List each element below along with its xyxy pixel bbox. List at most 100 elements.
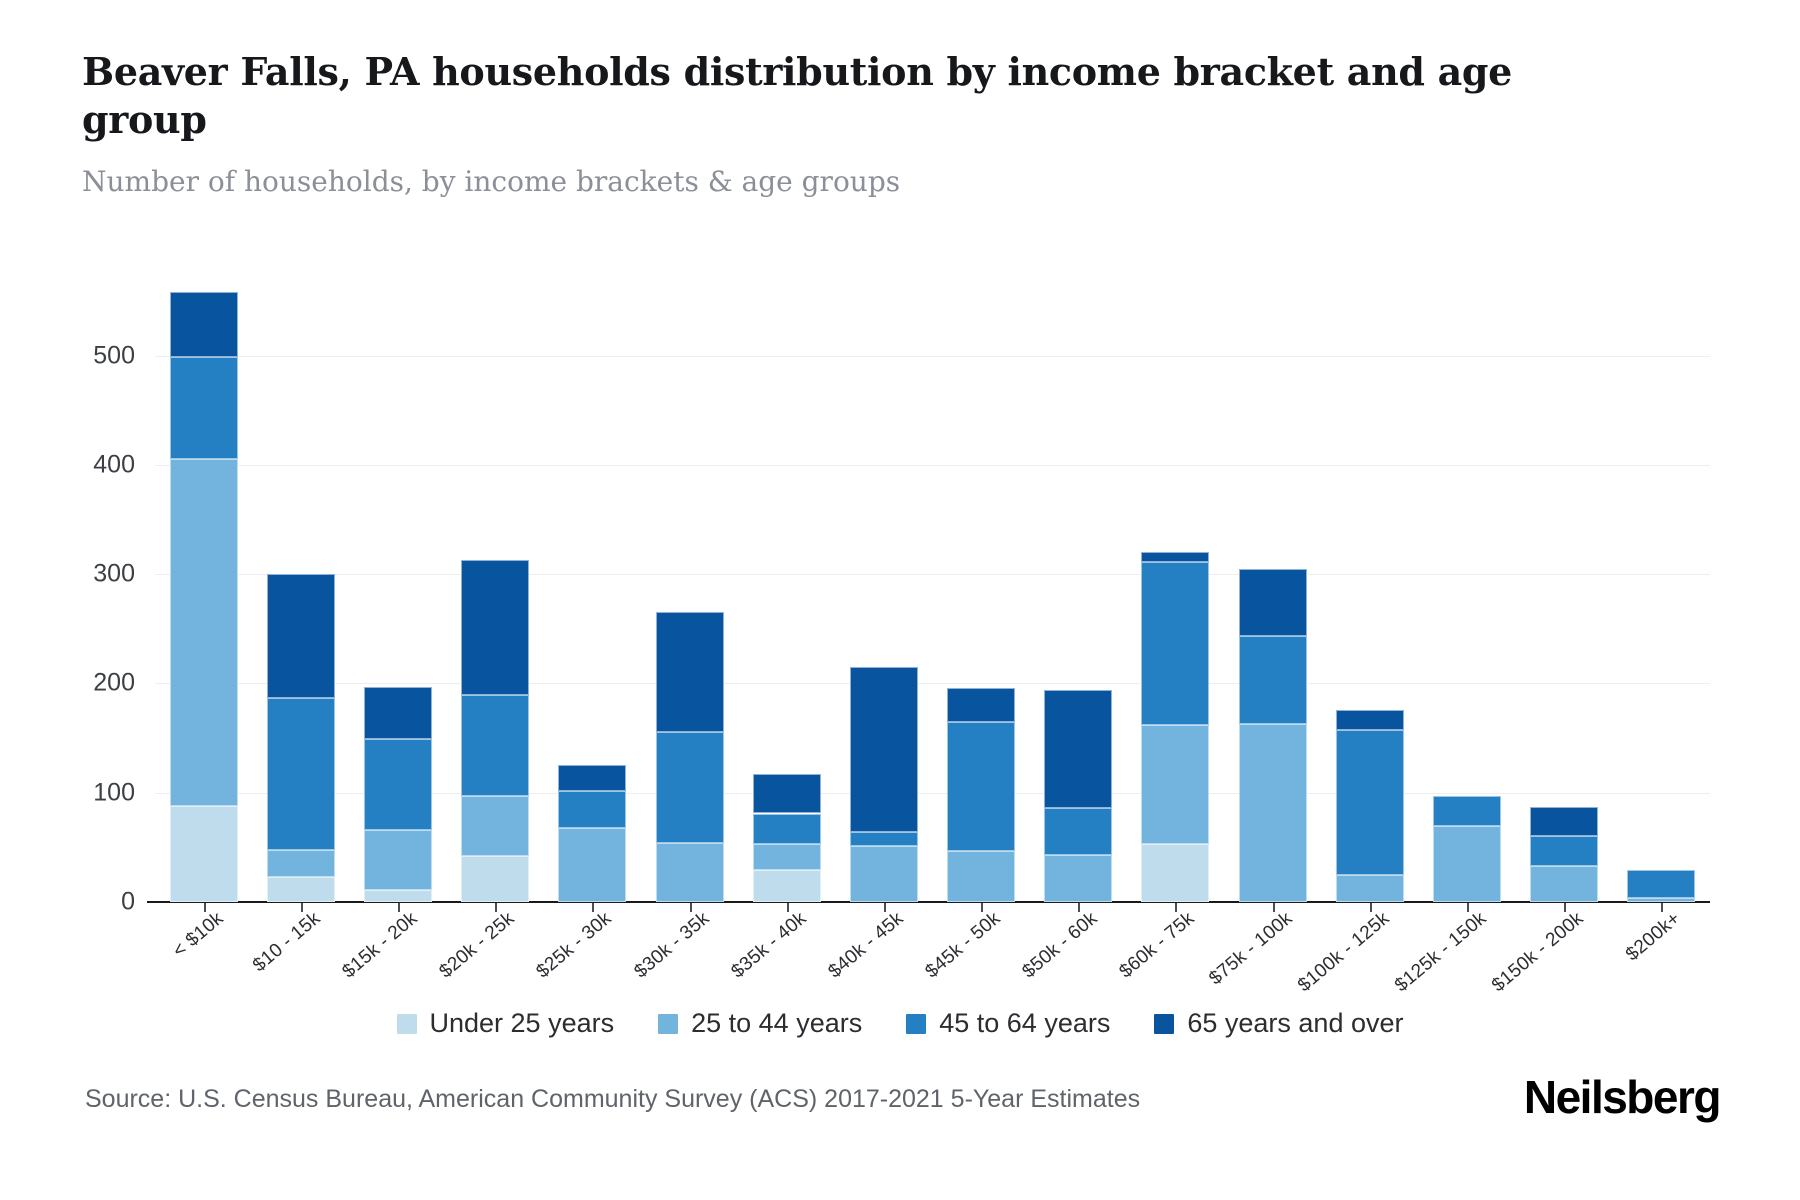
bar-segment[interactable] xyxy=(558,765,627,791)
legend-item[interactable]: 45 to 64 years xyxy=(906,1008,1110,1039)
bar-segment[interactable] xyxy=(266,876,335,902)
legend-item[interactable]: Under 25 years xyxy=(396,1008,614,1039)
bar-segment[interactable] xyxy=(1238,723,1307,902)
bar-segment[interactable] xyxy=(849,667,918,833)
bar-segment[interactable] xyxy=(169,356,238,460)
bar-stack[interactable] xyxy=(461,559,530,902)
x-axis-tick xyxy=(300,903,303,912)
legend-label: 25 to 44 years xyxy=(691,1008,863,1038)
bar-segment[interactable] xyxy=(266,574,335,698)
bar-segment[interactable] xyxy=(655,612,724,732)
bar-segment[interactable] xyxy=(1044,690,1113,809)
bar-stack[interactable] xyxy=(752,774,821,902)
x-axis-tick-label: $200k+ xyxy=(1622,908,1685,966)
x-axis-tick xyxy=(1467,903,1470,912)
bar-segment[interactable] xyxy=(1141,562,1210,725)
bar-stack[interactable] xyxy=(1627,870,1696,902)
bar-segment[interactable] xyxy=(558,790,627,828)
bar-segment[interactable] xyxy=(1141,552,1210,563)
x-axis-tick xyxy=(1564,903,1567,912)
legend-item[interactable]: 65 years and over xyxy=(1154,1008,1404,1039)
x-axis-tick xyxy=(203,903,206,912)
legend-swatch-icon xyxy=(1154,1013,1175,1034)
chart-header: Beaver Falls, PA households distribution… xyxy=(82,48,1682,199)
bar-segment[interactable] xyxy=(1627,870,1696,898)
legend-item[interactable]: 25 to 44 years xyxy=(658,1008,862,1039)
bar-stack[interactable] xyxy=(169,292,238,902)
bar-segment[interactable] xyxy=(461,796,530,857)
chart-subtitle: Number of households, by income brackets… xyxy=(82,165,901,198)
bar-segment[interactable] xyxy=(1044,808,1113,856)
bar-segment[interactable] xyxy=(947,721,1016,851)
bar-segment[interactable] xyxy=(1627,897,1696,902)
x-axis-tick-label: $25k - 30k xyxy=(532,908,616,983)
bar-stack[interactable] xyxy=(1335,709,1404,902)
bar-segment[interactable] xyxy=(363,889,432,902)
x-axis-tick xyxy=(1661,903,1664,912)
bar-segment[interactable] xyxy=(752,813,821,845)
legend-swatch-icon xyxy=(396,1013,417,1034)
bar-segment[interactable] xyxy=(849,846,918,902)
x-axis-tick xyxy=(1272,903,1275,912)
y-axis-tick-label: 400 xyxy=(93,450,135,479)
y-axis-tick-label: 300 xyxy=(93,559,135,588)
bar-stack[interactable] xyxy=(1433,796,1502,902)
bar-stack[interactable] xyxy=(849,667,918,902)
bar-segment[interactable] xyxy=(849,832,918,847)
bar-segment[interactable] xyxy=(1238,636,1307,724)
bar-segment[interactable] xyxy=(169,459,238,806)
gridline xyxy=(155,464,1710,466)
bar-segment[interactable] xyxy=(461,695,530,796)
x-axis-tick-label: $50k - 60k xyxy=(1018,908,1102,983)
bar-segment[interactable] xyxy=(752,844,821,871)
bar-stack[interactable] xyxy=(655,612,724,902)
bar-segment[interactable] xyxy=(169,805,238,902)
bar-segment[interactable] xyxy=(266,697,335,850)
bar-stack[interactable] xyxy=(266,574,335,902)
bar-segment[interactable] xyxy=(1335,730,1404,875)
bar-stack[interactable] xyxy=(1141,552,1210,902)
x-axis-tick-label: < $10k xyxy=(168,908,228,962)
bar-segment[interactable] xyxy=(363,686,432,740)
bar-stack[interactable] xyxy=(1044,690,1113,902)
x-axis-tick xyxy=(883,903,886,912)
bar-segment[interactable] xyxy=(363,829,432,890)
bar-stack[interactable] xyxy=(947,687,1016,902)
bar-segment[interactable] xyxy=(1238,568,1307,637)
bar-segment[interactable] xyxy=(655,731,724,843)
gridline xyxy=(155,683,1710,685)
bar-segment[interactable] xyxy=(1335,709,1404,731)
y-axis-tick-label: 200 xyxy=(93,668,135,697)
bar-segment[interactable] xyxy=(655,843,724,902)
bar-stack[interactable] xyxy=(363,686,432,902)
bar-segment[interactable] xyxy=(266,849,335,877)
bar-segment[interactable] xyxy=(461,559,530,696)
bar-segment[interactable] xyxy=(947,850,1016,902)
x-axis-tick-label: $75k - 100k xyxy=(1204,908,1297,990)
bar-segment[interactable] xyxy=(1044,855,1113,902)
bar-segment[interactable] xyxy=(1141,844,1210,902)
bar-segment[interactable] xyxy=(558,827,627,902)
x-axis-tick-label: $35k - 40k xyxy=(727,908,811,983)
x-axis-tick xyxy=(1078,903,1081,912)
x-axis-tick-label: $40k - 45k xyxy=(824,908,908,983)
bar-segment[interactable] xyxy=(1141,724,1210,845)
bar-segment[interactable] xyxy=(752,870,821,902)
bar-segment[interactable] xyxy=(752,774,821,814)
x-axis-tick-label: $125k - 150k xyxy=(1391,908,1491,997)
bar-segment[interactable] xyxy=(1530,806,1599,837)
x-axis-tick xyxy=(689,903,692,912)
bar-stack[interactable] xyxy=(1238,568,1307,902)
bar-segment[interactable] xyxy=(1433,796,1502,826)
bar-segment[interactable] xyxy=(1530,865,1599,902)
bar-segment[interactable] xyxy=(363,739,432,830)
bar-segment[interactable] xyxy=(169,292,238,357)
bar-stack[interactable] xyxy=(1530,806,1599,902)
bar-segment[interactable] xyxy=(461,856,530,902)
bar-stack[interactable] xyxy=(558,765,627,902)
bar-segment[interactable] xyxy=(1335,874,1404,902)
bar-segment[interactable] xyxy=(1433,825,1502,902)
bar-segment[interactable] xyxy=(1530,836,1599,866)
bar-segment[interactable] xyxy=(947,687,1016,722)
x-axis-tick-label: $10 - 15k xyxy=(248,908,325,977)
